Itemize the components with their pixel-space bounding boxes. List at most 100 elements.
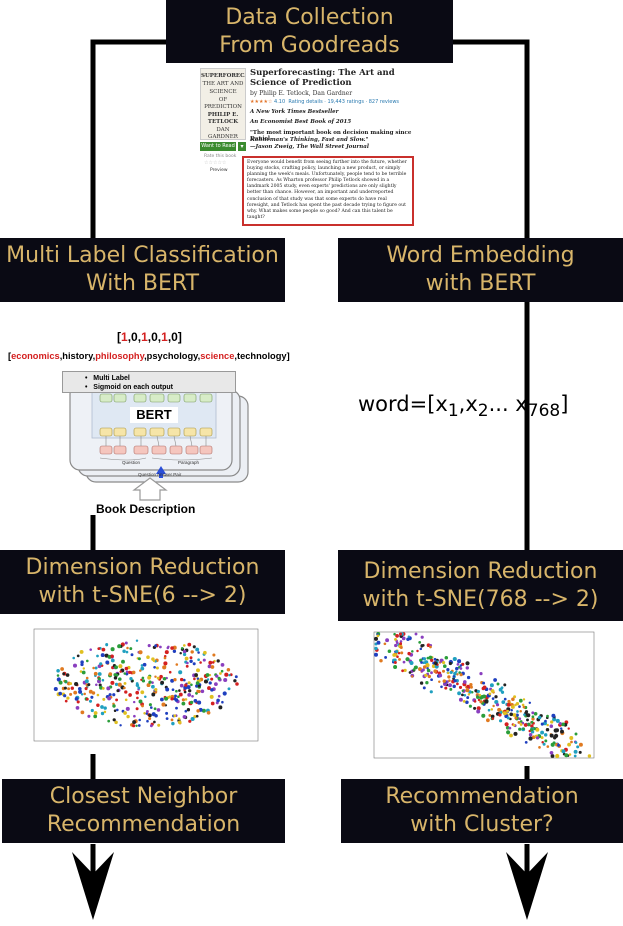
empty-stars-icon[interactable]: ☆☆☆☆☆ [204,160,227,166]
formula-sep2: ... x [488,392,528,416]
scatter-point [80,710,85,715]
scatter-point [177,717,181,720]
scatter-point [147,675,151,680]
scatter-point [420,644,424,648]
scatter-point [187,692,192,697]
scatter-point [449,687,453,691]
scatter-point [530,724,534,728]
classification-line1: Multi Label Classification [6,243,279,268]
scatter-point [508,726,512,730]
scatter-point [462,680,467,684]
scatter-point [108,693,112,697]
scatter-point [112,693,116,697]
scatter-point [99,662,103,666]
label-name: science [200,351,235,361]
rating-details[interactable]: Rating details · 19,443 ratings · 827 re… [288,99,400,105]
scatter-point [513,695,517,699]
scatter-point [490,689,495,693]
scatter-point [528,701,532,705]
bestseller-line: A New York Times Bestseller [250,109,339,115]
scatter-point [63,694,67,698]
scatter-point [530,720,534,724]
scatter-point [521,703,525,707]
scatter-point [162,676,167,681]
scatter-point [174,698,179,702]
want-to-read-button[interactable]: Want to Read [200,142,236,151]
scatter-point [430,671,433,675]
scatter-point [178,692,183,697]
scatter-point [531,711,535,715]
scatter-point [182,649,187,654]
scatter-point [171,721,175,726]
scatter-point [411,650,414,653]
plot-frame [33,628,259,742]
scatter-point [119,670,122,673]
scatter-point [138,650,143,655]
scatter-point [153,665,156,669]
scatter-point [515,713,519,717]
scatter-point [411,675,414,678]
scatter-point [453,679,457,683]
label-vector-value: 0 [151,330,158,344]
scatter-point [393,658,397,662]
scatter-point [397,651,401,655]
label-name: psychology [146,351,198,361]
classification-line2: With BERT [85,271,200,296]
scatter-point [419,681,424,685]
scatter-point [123,686,126,690]
scatter-point [406,637,410,641]
scatter-point [516,710,519,713]
scatter-point [96,693,100,697]
scatter-point [195,714,199,718]
scatter-point [84,679,89,684]
scatter-point [376,640,381,645]
scatter-point [170,718,174,722]
scatter-point [186,685,191,690]
scatter-point [152,659,156,663]
scatter-point [177,695,180,699]
chevron-down-icon[interactable]: ▾ [238,142,246,151]
scatter-point [141,676,145,680]
scatter-point [476,706,481,711]
scatter-point [184,709,188,713]
scatter-point [510,705,515,709]
scatter-point [545,727,550,732]
scatter-point [492,704,495,708]
scatter-point [426,668,431,673]
scatter-point [113,676,118,680]
scatter-point [501,700,506,704]
scatter-point [89,648,92,651]
label-names: [economics,history,philosophy,psychology… [8,351,290,361]
scatter-point [114,665,119,670]
scatter-point [517,720,521,724]
scatter-point [533,711,538,716]
scatter-point [97,672,102,676]
scatter-point [210,701,215,706]
scatter-point [429,645,432,649]
scatter-point [509,733,513,738]
scatter-point [124,641,128,645]
scatter-point [208,681,212,685]
scatter-point [429,690,433,694]
scatter-point [193,715,197,719]
scatter-point [194,673,198,677]
scatter-point [540,722,544,726]
scatter-point [170,697,174,701]
bert-embedding-tokens [99,427,213,437]
scatter-point [497,707,502,712]
scatter-point [555,753,560,759]
scatter-point [519,710,522,713]
scatter-point [452,684,456,689]
scatter-point [170,646,174,650]
preview-link[interactable]: Preview [210,168,228,173]
scatter-point [88,689,93,694]
scatter-point [473,706,477,710]
scatter-point [206,710,211,715]
scatter-point [163,656,167,660]
scatter-point [79,649,84,654]
scatter-point [93,714,98,719]
scatter-point [192,645,196,649]
scatter-point [154,687,158,692]
scatter-point [209,694,214,699]
scatter-point [115,673,119,677]
